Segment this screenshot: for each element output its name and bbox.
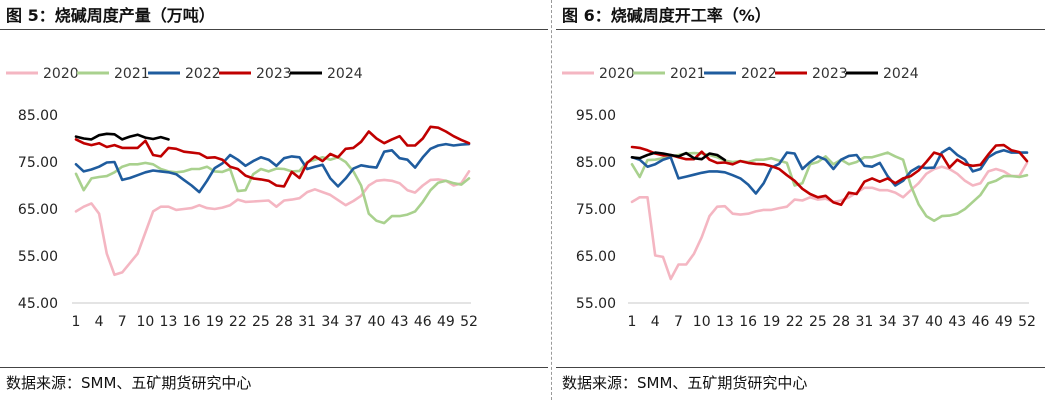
- x-tick-label: 52: [460, 314, 478, 330]
- series-line-2023: [630, 143, 1029, 207]
- x-tick-label: 46: [972, 314, 990, 330]
- x-tick-label: 13: [716, 314, 734, 330]
- x-tick-label: 31: [855, 314, 873, 330]
- legend-label: 2023: [256, 66, 292, 82]
- legend-label: 2023: [812, 66, 848, 82]
- series-line-2020: [74, 170, 471, 277]
- series-line-2021: [630, 151, 1029, 223]
- source-rule: [556, 367, 1045, 368]
- x-tick-label: 37: [902, 314, 920, 330]
- x-tick-label: 10: [693, 314, 711, 330]
- title-rule: [0, 29, 548, 30]
- x-tick-label: 43: [391, 314, 409, 330]
- chart-title: 图 6：烧碱周度开工率（%）: [562, 6, 771, 25]
- series-line-2024: [74, 132, 170, 141]
- x-tick-label: 25: [809, 314, 827, 330]
- x-tick-label: 49: [437, 314, 455, 330]
- x-tick-label: 43: [948, 314, 966, 330]
- x-tick-label: 37: [344, 314, 362, 330]
- x-tick-label: 16: [183, 314, 201, 330]
- x-tick-label: 28: [275, 314, 293, 330]
- x-tick-label: 19: [206, 314, 224, 330]
- x-tick-label: 52: [1018, 314, 1036, 330]
- x-tick-label: 34: [321, 314, 339, 330]
- legend-label: 2024: [327, 66, 363, 82]
- data-source-note: 数据来源：SMM、五矿期货研究中心: [6, 374, 252, 392]
- operating-rate-line-chart: 55.00 65.00 75.00 85.00 95.00 1 4 7 10 13 16 19 22 25…: [562, 66, 1036, 330]
- legend-label: 2020: [599, 66, 635, 82]
- series-line-2021: [74, 156, 471, 225]
- x-tick-label: 7: [674, 314, 683, 330]
- x-tick-label: 22: [229, 314, 247, 330]
- x-tick-label: 22: [786, 314, 804, 330]
- series-line-2022: [630, 146, 1029, 195]
- legend-label: 2021: [670, 66, 706, 82]
- x-tick-label: 1: [628, 314, 637, 330]
- y-tick-label: 55.00: [18, 249, 58, 265]
- title-rule: [556, 29, 1045, 30]
- y-tick-label: 45.00: [18, 296, 58, 312]
- x-tick-label: 19: [762, 314, 780, 330]
- y-tick-label: 75.00: [576, 202, 616, 218]
- series-line-2023: [74, 125, 471, 188]
- series-line-2024: [630, 151, 727, 162]
- legend-label: 2024: [883, 66, 919, 82]
- source-rule: [0, 367, 548, 368]
- x-tick-label: 7: [118, 314, 127, 330]
- chart-title: 图 5：烧碱周度产量（万吨）: [6, 6, 215, 25]
- legend-label: 2020: [43, 66, 79, 82]
- legend-label: 2022: [185, 66, 221, 82]
- x-tick-label: 25: [252, 314, 270, 330]
- y-tick-label: 85.00: [18, 108, 58, 124]
- y-tick-label: 65.00: [576, 249, 616, 265]
- x-tick-label: 49: [995, 314, 1013, 330]
- production-panel: 图 5：烧碱周度产量（万吨） 45.00 55.00 65.00 75.00 85.00…: [0, 6, 548, 392]
- operating-rate-panel: 图 6：烧碱周度开工率（%） 55.00 65.00 75.00 85.00 95.00…: [556, 0, 1045, 400]
- x-tick-label: 28: [832, 314, 850, 330]
- panel-divider: [551, 0, 552, 400]
- y-tick-label: 85.00: [576, 155, 616, 171]
- x-tick-label: 16: [739, 314, 757, 330]
- y-tick-label: 95.00: [576, 108, 616, 124]
- y-tick-label: 65.00: [18, 202, 58, 218]
- x-tick-label: 1: [72, 314, 81, 330]
- x-tick-label: 4: [651, 314, 660, 330]
- series-line-2020: [630, 161, 1029, 281]
- legend-label: 2022: [741, 66, 777, 82]
- x-tick-label: 4: [95, 314, 104, 330]
- production-line-chart: 45.00 55.00 65.00 75.00 85.00 1 4 7 10 13 16 19 22 25…: [6, 66, 478, 330]
- y-tick-label: 55.00: [576, 296, 616, 312]
- x-tick-label: 13: [160, 314, 178, 330]
- x-tick-label: 40: [368, 314, 386, 330]
- series-line-2022: [74, 142, 471, 194]
- x-tick-label: 40: [925, 314, 943, 330]
- y-tick-label: 75.00: [18, 155, 58, 171]
- x-tick-label: 46: [414, 314, 432, 330]
- data-source-note: 数据来源：SMM、五矿期货研究中心: [562, 374, 808, 392]
- x-tick-label: 10: [136, 314, 154, 330]
- x-tick-label: 31: [298, 314, 316, 330]
- x-tick-label: 34: [879, 314, 897, 330]
- legend-label: 2021: [114, 66, 150, 82]
